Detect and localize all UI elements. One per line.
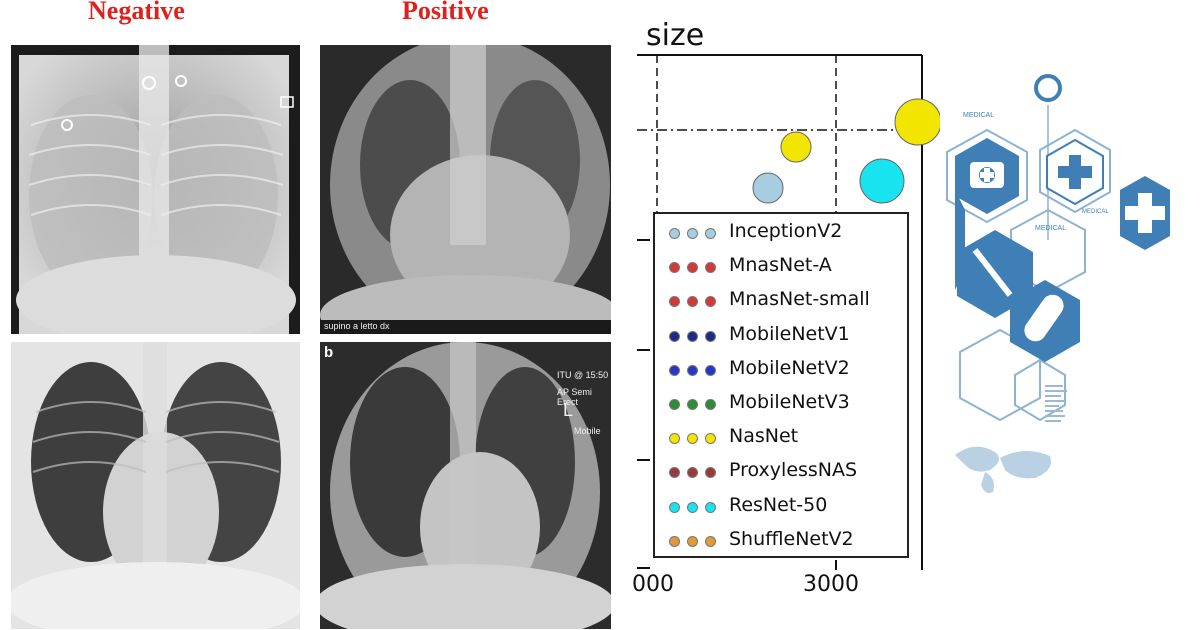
legend-item: InceptionV2: [655, 218, 909, 248]
legend-label: ShuffleNetV2: [729, 527, 854, 550]
medical-label-2: MEDICAL: [1035, 225, 1066, 232]
legend-label: ResNet-50: [729, 493, 828, 516]
positive-header: Positive: [402, 0, 489, 25]
legend-marker: [669, 296, 717, 308]
legend-label: NasNet: [729, 425, 799, 448]
bubble-nasnet-small: [780, 131, 812, 163]
hexagon-outline-1: [946, 128, 1028, 224]
legend-item: ResNet-50: [655, 492, 909, 522]
chart-legend: InceptionV2 MnasNet-A MnasNet-small MobileN…: [653, 212, 909, 558]
ring-icon: [1034, 74, 1062, 102]
xray-positive-top: supino a letto dx: [320, 45, 611, 334]
hexagon-edge-left: [955, 190, 965, 290]
hexagon-outline-5: [1014, 358, 1066, 422]
xray-position-label: AP Semi Erect: [557, 387, 592, 407]
legend-item: MnasNet-small: [655, 286, 909, 316]
world-map-graphic: [955, 446, 1051, 494]
legend-marker: [669, 535, 717, 547]
xray-mode-label: Mobile: [574, 426, 601, 436]
legend-item: ProxylessNAS: [655, 457, 909, 487]
legend-label: MnasNet-A: [729, 254, 832, 277]
legend-label: MnasNet-small: [729, 288, 870, 311]
legend-item: ShuffleNetV2: [655, 526, 909, 556]
bubble-nasnet-large: [894, 98, 940, 146]
legend-label: ProxylessNAS: [729, 459, 858, 482]
xray-caption: supino a letto dx: [324, 321, 390, 331]
xray-negative-bottom: [11, 342, 300, 629]
legend-item: NasNet: [655, 423, 909, 453]
chart-area: [637, 54, 940, 570]
legend-marker: [669, 262, 717, 274]
legend-marker: [669, 330, 717, 342]
legend-label: InceptionV2: [729, 220, 843, 242]
x-tick-label-0: 000: [632, 572, 674, 597]
legend-item: MobileNetV3: [655, 389, 909, 419]
chart-title: size: [646, 18, 705, 53]
medical-label-4: MEDICAL: [1127, 256, 1154, 262]
legend-label: MobileNetV2: [729, 356, 850, 379]
legend-label: MobileNetV3: [729, 391, 850, 413]
xray-time-label: ITU @ 15:50: [557, 370, 609, 380]
legend-marker: [669, 467, 717, 479]
legend-item: MobileNetV1: [655, 321, 909, 351]
xray-negative-top: [11, 45, 300, 334]
x-tick-label-1: 3000: [803, 572, 859, 597]
legend-marker: [669, 501, 717, 513]
bubble-inceptionv2: [752, 172, 784, 204]
syringe-icon: [972, 248, 1013, 297]
legend-item: MobileNetV2: [655, 355, 909, 385]
xray-positive-bottom: b ITU @ 15:50 AP Semi Erect L Mobile: [320, 342, 611, 629]
legend-marker: [669, 433, 717, 445]
medical-label-1: MEDICAL: [963, 112, 994, 119]
legend-item: MnasNet-A: [655, 252, 909, 282]
medical-graphic: MEDICAL MEDICAL MEDICAL MEDICAL: [946, 74, 1170, 494]
legend-marker: [669, 399, 717, 410]
negative-header: Negative: [88, 0, 185, 25]
hexagon-outline-2: [1039, 128, 1111, 214]
xray-side-marker: L: [563, 400, 574, 420]
pill-icon: [1024, 294, 1064, 342]
legend-label: MobileNetV1: [729, 322, 850, 345]
legend-marker: [669, 228, 717, 239]
legend-marker: [669, 364, 717, 376]
panel-letter: b: [324, 344, 334, 361]
bubble-resnet50: [859, 158, 905, 204]
medical-label-3: MEDICAL: [1082, 209, 1109, 215]
